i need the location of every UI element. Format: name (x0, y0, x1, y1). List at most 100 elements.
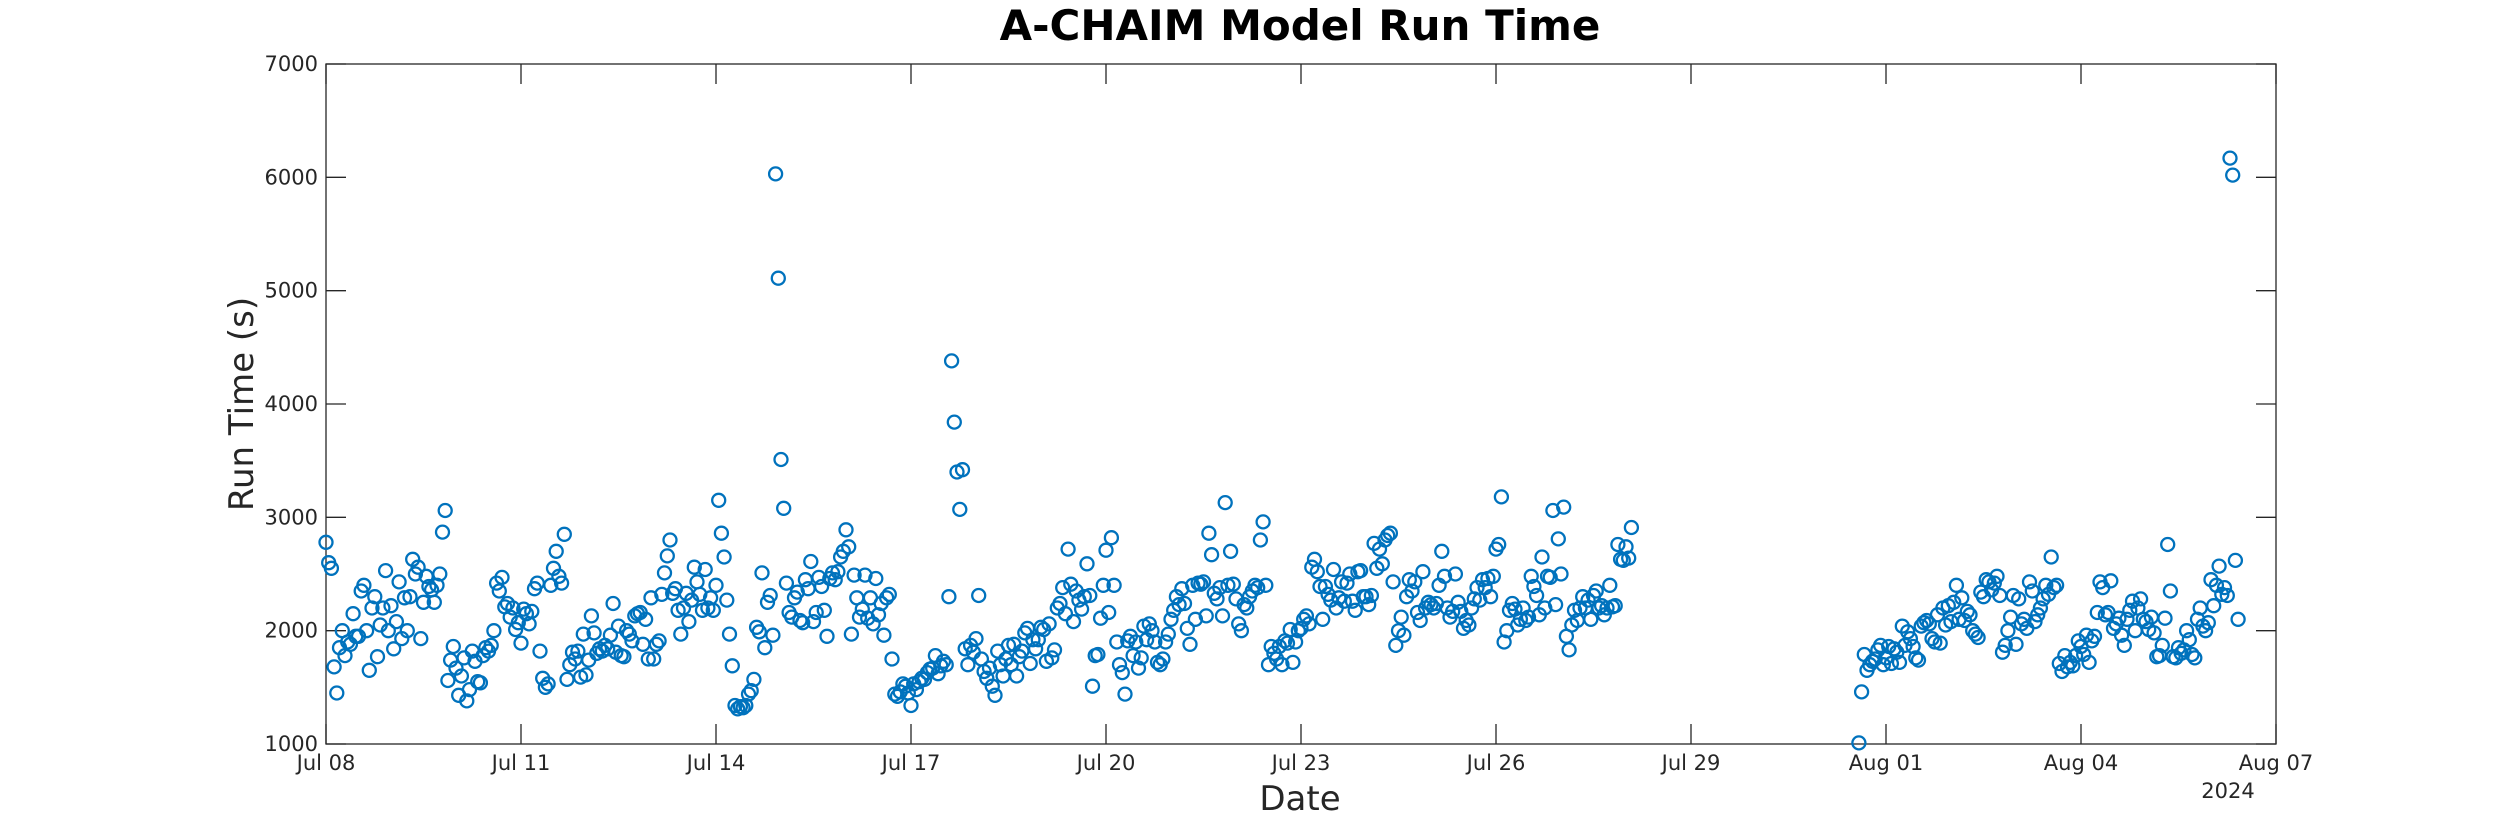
data-point (445, 638, 461, 655)
data-point (1201, 525, 1217, 541)
data-point (1989, 568, 2005, 584)
data-point (1853, 684, 1870, 700)
data-point (656, 565, 673, 581)
data-point (2103, 573, 2119, 589)
data-point (2219, 587, 2235, 604)
data-point (1233, 623, 1250, 639)
data-point (968, 630, 984, 647)
y-tick-label: 3000 (265, 505, 318, 529)
data-point (540, 676, 556, 692)
data-point (984, 678, 1000, 694)
data-point (721, 626, 738, 642)
data-point (578, 667, 594, 683)
data-point (1044, 650, 1060, 666)
data-point (903, 697, 919, 714)
data-point (1130, 660, 1147, 676)
data-point (2173, 645, 2189, 661)
data-point (1111, 657, 1128, 673)
data-point (453, 668, 470, 684)
data-point (2038, 577, 2054, 593)
data-point (434, 524, 451, 540)
data-point (827, 572, 843, 588)
data-point (819, 628, 835, 644)
data-point (329, 685, 345, 701)
data-point (2089, 604, 2105, 621)
data-point (778, 575, 795, 591)
data-point (1954, 590, 1970, 606)
data-point (843, 626, 860, 642)
x-axis: Jul 08 Jul 11 Jul 14 Jul 17 Jul 20 Jul 23 Jul … (295, 64, 2313, 775)
x-tick-label: Jul 26 (1465, 751, 1526, 775)
data-point (1098, 542, 1114, 558)
data-point (708, 577, 724, 593)
data-point (543, 577, 559, 593)
data-point (2222, 150, 2238, 166)
data-point (735, 700, 751, 716)
data-point (2116, 637, 2132, 654)
data-point (380, 623, 396, 639)
data-point (2225, 167, 2241, 183)
data-point (356, 577, 372, 593)
data-point (1407, 574, 1423, 590)
data-point (1946, 594, 1962, 610)
data-point (1147, 634, 1163, 650)
data-point (1493, 489, 1510, 505)
data-point (746, 671, 762, 688)
data-point (803, 553, 819, 570)
data-point (2030, 607, 2046, 623)
data-point (841, 539, 857, 555)
data-point (1561, 642, 1577, 658)
data-point (1997, 637, 2013, 654)
data-point (952, 501, 968, 518)
data-point (1022, 655, 1038, 672)
data-point (1109, 634, 1125, 650)
data-point (1157, 634, 1174, 650)
data-point (570, 643, 586, 659)
data-point (646, 651, 662, 667)
data-point (1055, 579, 1071, 596)
data-point (681, 613, 697, 630)
data-point (1293, 620, 1309, 637)
data-point (361, 662, 377, 678)
data-point (941, 589, 957, 605)
data-point (1393, 609, 1409, 625)
data-point (1160, 626, 1176, 642)
y-tick-label: 6000 (265, 165, 318, 189)
data-point (510, 615, 526, 631)
data-point (1095, 577, 1111, 593)
y-tick-label: 2000 (265, 619, 318, 643)
data-point (399, 623, 415, 639)
data-point (1404, 583, 1420, 599)
data-point (846, 567, 862, 583)
data-point (1255, 514, 1271, 530)
data-point (1932, 635, 1948, 651)
data-point (1155, 651, 1171, 667)
data-point (1263, 638, 1279, 655)
data-point (1336, 593, 1352, 609)
data-point (2216, 579, 2233, 596)
data-point (1959, 603, 1975, 620)
data-point (1231, 616, 1247, 632)
data-point (375, 600, 391, 616)
data-point (2162, 583, 2179, 599)
data-point (808, 604, 824, 621)
data-point (461, 681, 478, 698)
data-point (358, 623, 375, 639)
data-point (1396, 627, 1412, 643)
data-point (1556, 499, 1572, 515)
data-point (1114, 664, 1130, 681)
data-point (1193, 576, 1209, 592)
data-point (816, 602, 832, 618)
data-point (1374, 556, 1390, 572)
x-tick-label: Jul 11 (490, 751, 551, 775)
data-point (1033, 619, 1049, 635)
x-tick-label: Aug 04 (2044, 751, 2118, 775)
data-point (811, 569, 827, 586)
data-point (583, 608, 600, 624)
data-point (415, 594, 432, 610)
data-point (1117, 686, 1133, 702)
data-point (1485, 568, 1501, 584)
data-point (2230, 611, 2246, 627)
data-point (2200, 615, 2216, 631)
